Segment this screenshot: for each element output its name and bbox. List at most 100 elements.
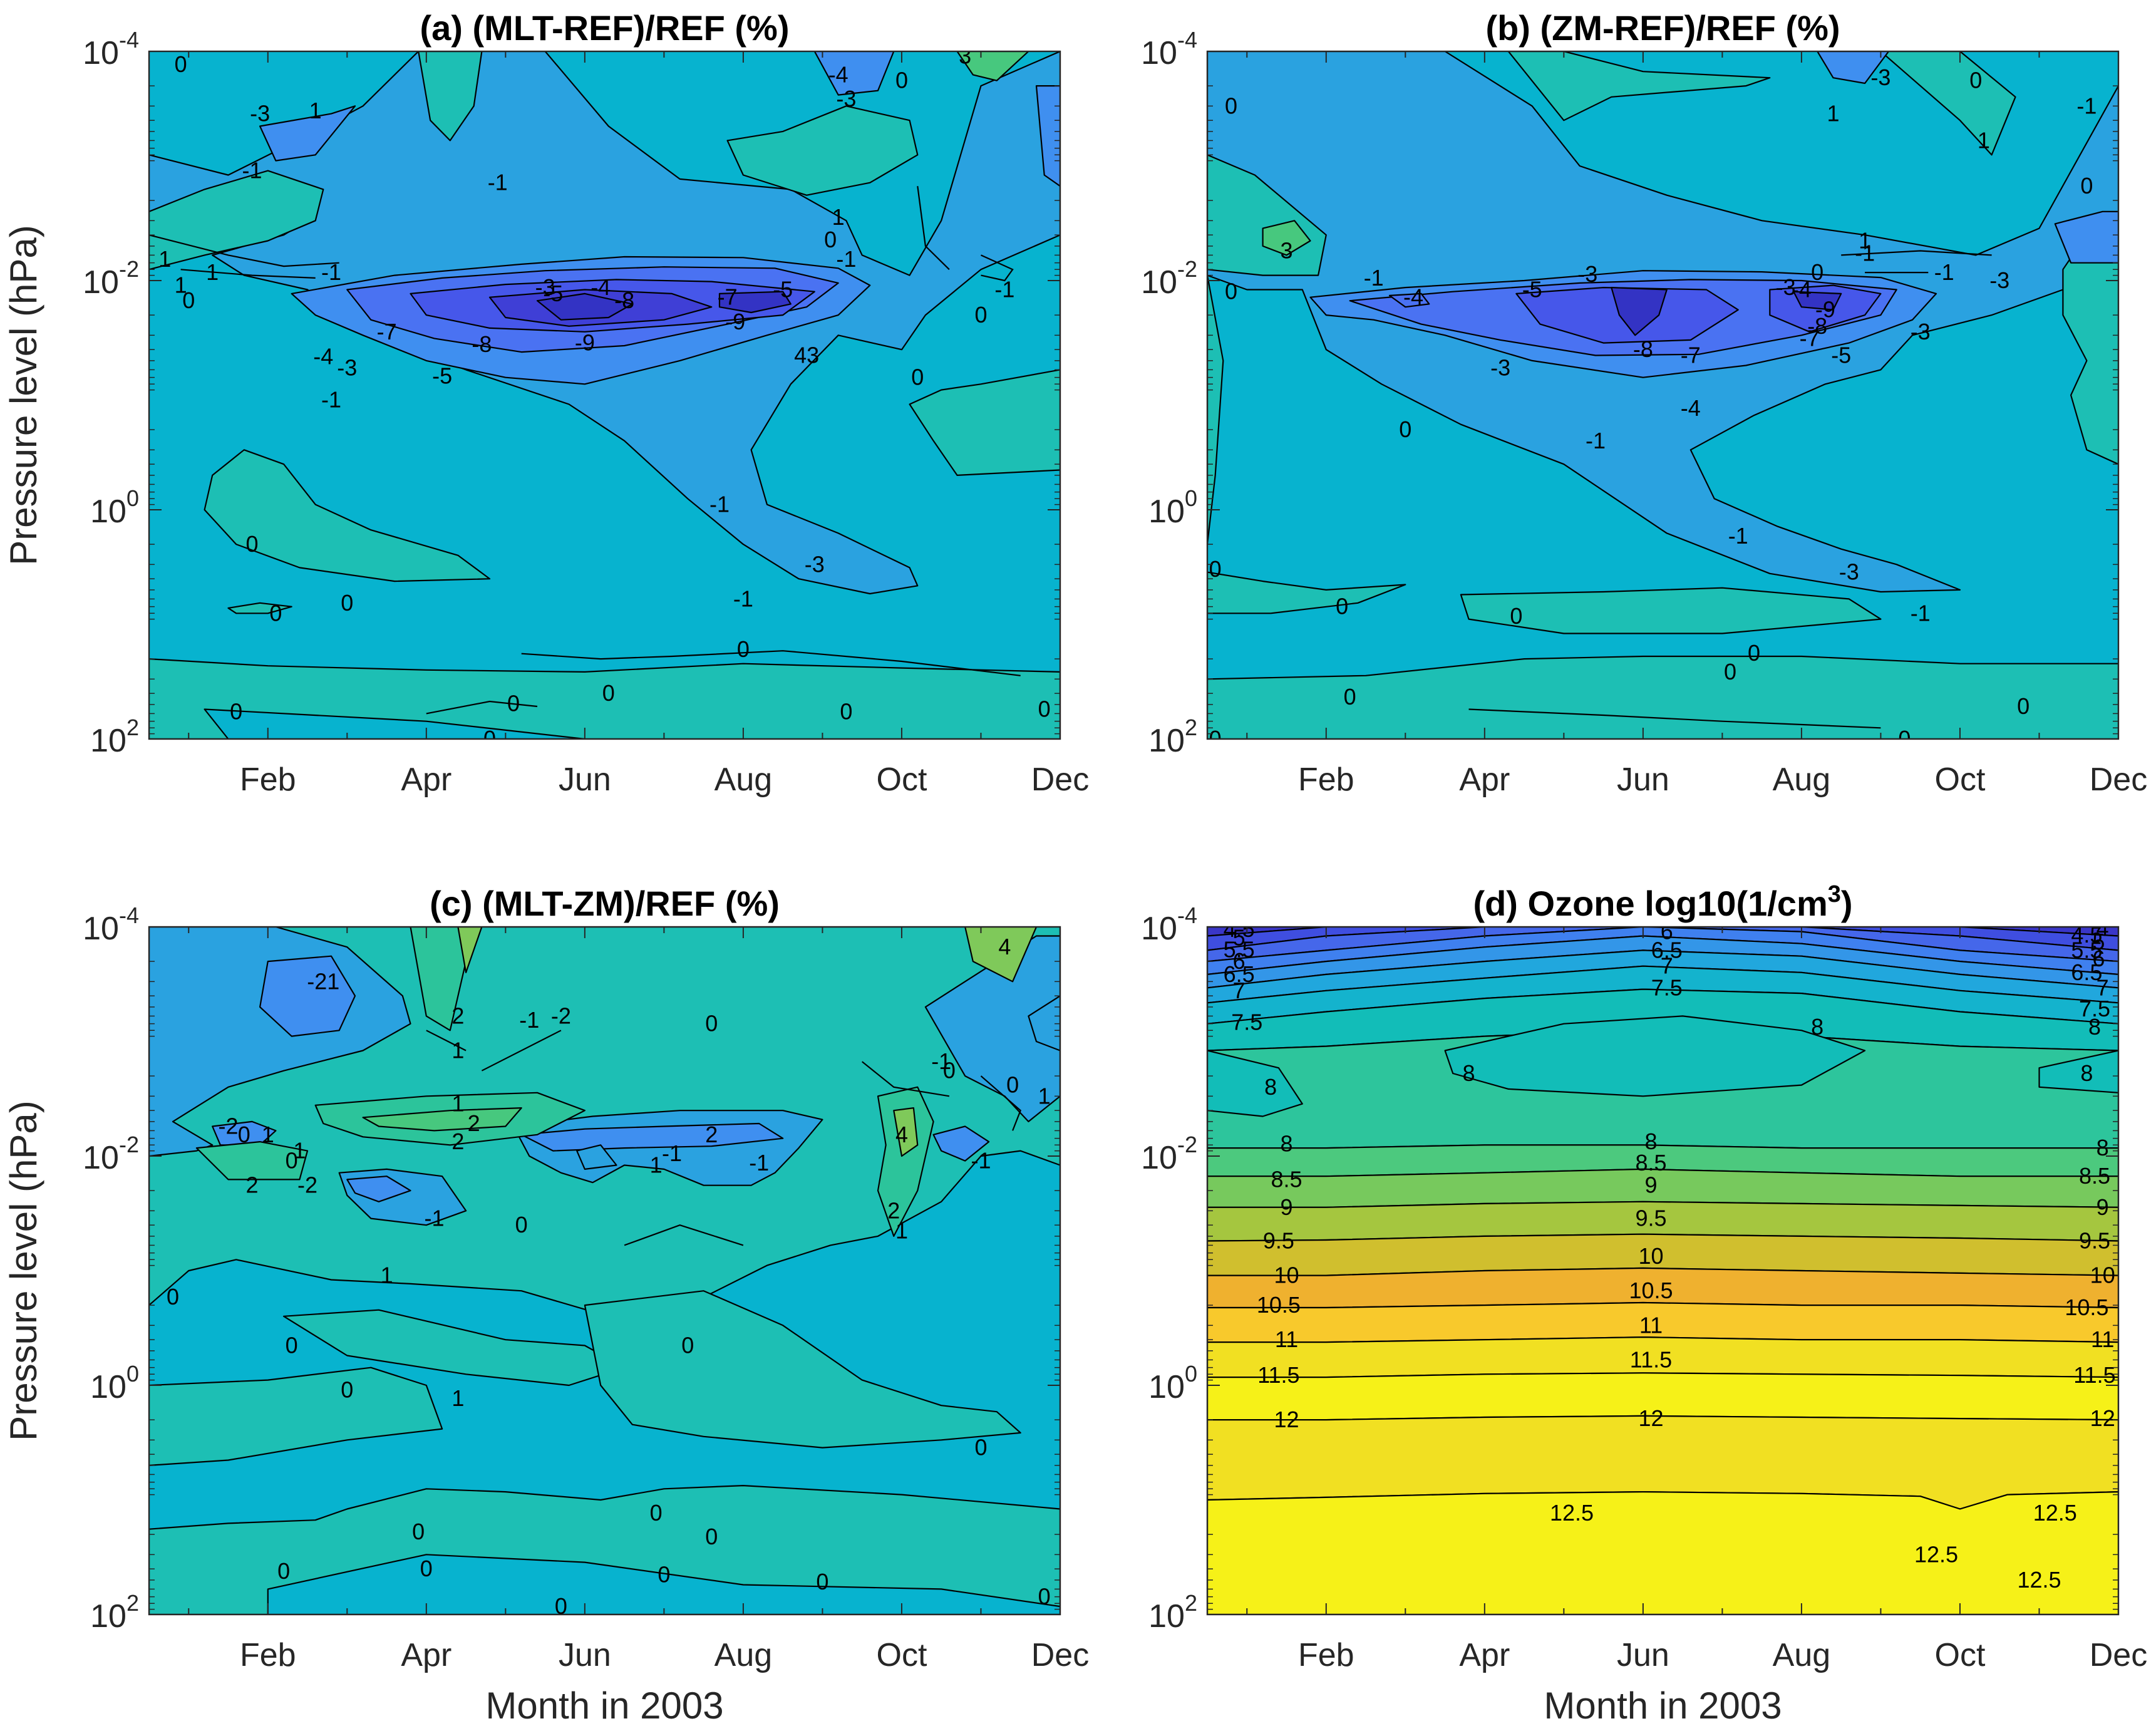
contour-label: -5 bbox=[773, 277, 793, 302]
region-pos1-low bbox=[204, 449, 491, 582]
contour-label: 6 bbox=[1233, 948, 1246, 974]
contour-line bbox=[981, 254, 1014, 282]
contour-label: 0 bbox=[658, 1562, 670, 1588]
region-pos1 bbox=[149, 170, 324, 271]
contour-label: 2 bbox=[245, 1172, 258, 1198]
contour-label: 2 bbox=[451, 1129, 464, 1154]
x-tick-label: Dec bbox=[2090, 762, 2147, 798]
contour-line bbox=[149, 234, 339, 267]
axes-box bbox=[1206, 926, 2120, 1616]
contour-label: 1 bbox=[895, 1218, 908, 1244]
contour-label: 0 bbox=[681, 1333, 694, 1358]
axes-box bbox=[148, 926, 1061, 1616]
region-neg1 bbox=[576, 1144, 617, 1170]
contour-label: -1 bbox=[836, 246, 856, 272]
contour-field: 4.555.566.577.566.577.544.555.566.577.58… bbox=[1207, 927, 2118, 1615]
y-tick-label: 102 bbox=[90, 715, 139, 759]
y-tick-label: 10-2 bbox=[83, 256, 139, 301]
contour-label: 7 bbox=[1233, 978, 1246, 1003]
contour-label: -1 bbox=[1728, 523, 1748, 549]
x-tick-label: Aug bbox=[714, 1637, 773, 1673]
contour-label: -8 bbox=[472, 331, 492, 357]
contour-label: 3 bbox=[959, 43, 971, 69]
contour-label: 0 bbox=[286, 1333, 298, 1358]
contour-label: -4 bbox=[1403, 284, 1423, 310]
region-pos2 bbox=[877, 1086, 934, 1238]
contour-label: 1 bbox=[1827, 101, 1839, 127]
contour-label: -1 bbox=[519, 1007, 539, 1033]
contour-line bbox=[1468, 708, 1881, 729]
x-tick-label: Feb bbox=[240, 762, 296, 798]
contour-label: 10 bbox=[1638, 1243, 1663, 1269]
y-tick-label: 100 bbox=[90, 1361, 139, 1405]
panel-title: (a) (MLT-REF)/REF (%) bbox=[420, 8, 790, 48]
contour-label: -8 bbox=[1633, 336, 1653, 362]
contour-label: 11 bbox=[1639, 1312, 1663, 1338]
region-neg9 bbox=[718, 291, 792, 314]
contour-label: 0 bbox=[1811, 259, 1823, 285]
contour-label: -4 bbox=[591, 274, 611, 300]
contour-label: -2 bbox=[218, 1114, 238, 1139]
contour-label: 7 bbox=[1661, 953, 1673, 979]
contour-label: 5.5 bbox=[1224, 936, 1255, 962]
contour-label: -2 bbox=[297, 1172, 317, 1198]
ozone-band bbox=[1207, 927, 2118, 937]
region-pos4 bbox=[964, 927, 1038, 983]
contour-label: -3 bbox=[1911, 319, 1931, 344]
axes-box bbox=[1206, 50, 2120, 740]
contour-label: -7 bbox=[1681, 343, 1701, 368]
contour-label: -1 bbox=[749, 1150, 769, 1176]
region-pos1-mid bbox=[149, 1367, 443, 1466]
contour-label: 8.5 bbox=[1271, 1166, 1302, 1192]
contour-label: 0 bbox=[1209, 726, 1222, 752]
contour-label: 0 bbox=[515, 1212, 528, 1238]
contour-label: 1 bbox=[309, 98, 322, 123]
contour-label: 6 bbox=[2092, 946, 2105, 971]
contour-label: 0 bbox=[1006, 1072, 1019, 1098]
contour-label: -7 bbox=[1800, 325, 1820, 351]
contour-label: -3 bbox=[1490, 355, 1510, 381]
contour-label: 0 bbox=[705, 1524, 718, 1549]
ozone-blob-8 bbox=[1207, 1050, 1303, 1117]
region-pos1 bbox=[726, 105, 919, 196]
region-neg2 bbox=[520, 1122, 784, 1152]
y-axis-label: Pressure level (hPa) bbox=[3, 1100, 44, 1441]
contour-label: 10.5 bbox=[1257, 1292, 1301, 1318]
contour-label: 6.5 bbox=[2071, 959, 2102, 985]
x-tick-label: Aug bbox=[1773, 762, 1831, 798]
panel-d: 4.555.566.577.566.577.544.555.566.577.58… bbox=[1141, 881, 2147, 1727]
contour-label: 0 bbox=[182, 287, 195, 313]
contour-label: 11 bbox=[2091, 1326, 2114, 1352]
contour-label: 0 bbox=[2017, 693, 2030, 719]
region-neg2 bbox=[932, 1125, 990, 1162]
x-tick-label: Dec bbox=[1031, 1637, 1089, 1673]
contour-label: 8 bbox=[1811, 1014, 1823, 1040]
contour-label: 11.5 bbox=[2073, 1362, 2115, 1388]
y-tick-label: 10-2 bbox=[83, 1132, 139, 1176]
y-axis-label: Pressure level (hPa) bbox=[3, 225, 44, 566]
contour-label: 12 bbox=[1274, 1407, 1299, 1432]
contour-line bbox=[624, 1224, 744, 1246]
contour-label: -9 bbox=[725, 309, 745, 334]
contour-label: -3 bbox=[805, 551, 825, 577]
contour-label: 8.5 bbox=[1635, 1150, 1666, 1176]
region-neg9 bbox=[1611, 287, 1668, 336]
contour-label: -3 bbox=[1870, 65, 1890, 90]
x-axis-label: Month in 2003 bbox=[1544, 1685, 1782, 1727]
contour-label: 8 bbox=[2088, 1014, 2101, 1040]
contour-label: 0 bbox=[286, 1148, 298, 1174]
contour-label: -3 bbox=[1989, 267, 2009, 293]
contour-label: 7.5 bbox=[1651, 974, 1683, 1000]
x-tick-label: Oct bbox=[1935, 762, 1986, 798]
contour-label: 1 bbox=[262, 1122, 274, 1147]
contour-label: -7 bbox=[718, 284, 738, 310]
contour-label: 0 bbox=[1336, 594, 1348, 619]
contour-label: 1 bbox=[1038, 1083, 1051, 1108]
contour-label: 0 bbox=[1038, 1584, 1051, 1610]
contour-label: 0 bbox=[269, 600, 282, 626]
contour-label: 0 bbox=[277, 1558, 290, 1584]
